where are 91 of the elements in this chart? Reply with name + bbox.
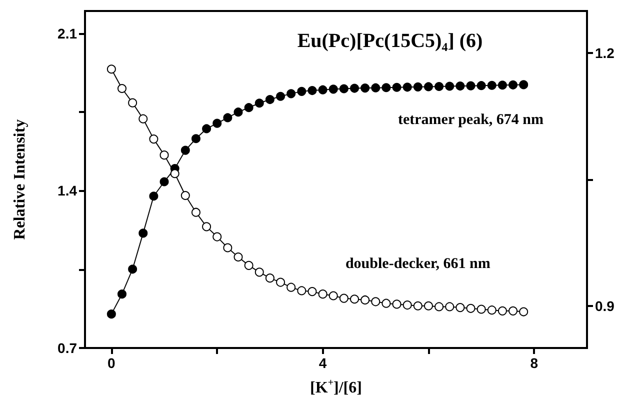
point — [180, 146, 190, 155]
point — [360, 295, 370, 304]
point — [244, 260, 254, 270]
point — [138, 114, 148, 124]
point — [170, 169, 180, 178]
point — [339, 84, 348, 94]
point — [128, 264, 138, 274]
point — [223, 243, 232, 252]
point — [456, 82, 465, 91]
point — [445, 82, 454, 91]
point — [328, 291, 338, 300]
point — [445, 302, 454, 312]
point — [382, 83, 391, 92]
point — [318, 290, 328, 299]
y-tick-label: 2.1 — [58, 25, 78, 42]
point — [254, 268, 264, 277]
point — [434, 302, 444, 312]
point — [234, 108, 243, 117]
point — [297, 86, 306, 96]
y-tick-label: 0.7 — [58, 340, 78, 356]
point — [202, 124, 212, 134]
point — [160, 150, 169, 160]
x-tick-label: 4 — [318, 355, 327, 371]
x-tick-label: 8 — [530, 355, 538, 371]
y2-tick-label: 0.9 — [595, 298, 615, 314]
point — [191, 208, 200, 217]
point — [487, 306, 496, 315]
point — [254, 98, 264, 108]
point — [371, 297, 380, 306]
point — [413, 301, 422, 310]
y-tick-label: 1.4 — [58, 182, 78, 199]
point — [180, 191, 190, 200]
x-tick-label: 0 — [108, 355, 116, 371]
point — [371, 83, 380, 92]
point — [149, 134, 158, 144]
point — [487, 80, 496, 90]
point — [508, 80, 518, 90]
point — [382, 298, 391, 308]
point — [265, 274, 274, 283]
point — [308, 86, 317, 96]
point — [476, 81, 486, 90]
point — [118, 84, 126, 94]
point — [350, 294, 359, 304]
point — [318, 85, 328, 94]
point — [392, 82, 402, 92]
point — [212, 118, 222, 128]
point — [286, 89, 296, 98]
point — [402, 300, 412, 310]
point — [212, 232, 222, 242]
point — [223, 113, 232, 122]
point — [339, 294, 348, 303]
point — [508, 306, 518, 316]
point — [118, 290, 126, 299]
point — [308, 287, 317, 296]
point — [360, 84, 370, 93]
point — [265, 95, 274, 104]
point — [149, 192, 158, 201]
point — [191, 134, 200, 144]
point — [519, 80, 528, 90]
point — [498, 80, 507, 90]
point — [234, 252, 243, 262]
point — [413, 82, 422, 92]
point — [392, 300, 402, 309]
point — [160, 177, 169, 186]
point — [138, 228, 148, 238]
point — [276, 92, 286, 101]
point — [202, 222, 212, 232]
point — [106, 310, 116, 319]
point — [328, 84, 338, 94]
point — [286, 282, 296, 292]
series-label: tetramer peak, 674 nm — [398, 112, 544, 128]
point — [106, 64, 116, 74]
point — [466, 81, 476, 90]
point — [424, 82, 433, 92]
y2-tick-label: 1.2 — [595, 45, 615, 62]
point — [128, 98, 138, 108]
point — [498, 306, 507, 316]
point — [244, 103, 254, 112]
point — [476, 304, 486, 314]
x-axis-title: [K+]/[6] — [310, 378, 362, 396]
y-axis-title: Relative Intensity — [12, 119, 28, 240]
point — [466, 304, 476, 313]
point — [297, 286, 306, 296]
point — [434, 82, 444, 91]
point — [276, 278, 286, 287]
point — [350, 84, 359, 93]
point — [519, 307, 528, 316]
point — [456, 303, 465, 312]
point — [424, 301, 433, 310]
point — [402, 82, 412, 92]
series-label: double-decker, 661 nm — [345, 256, 491, 272]
